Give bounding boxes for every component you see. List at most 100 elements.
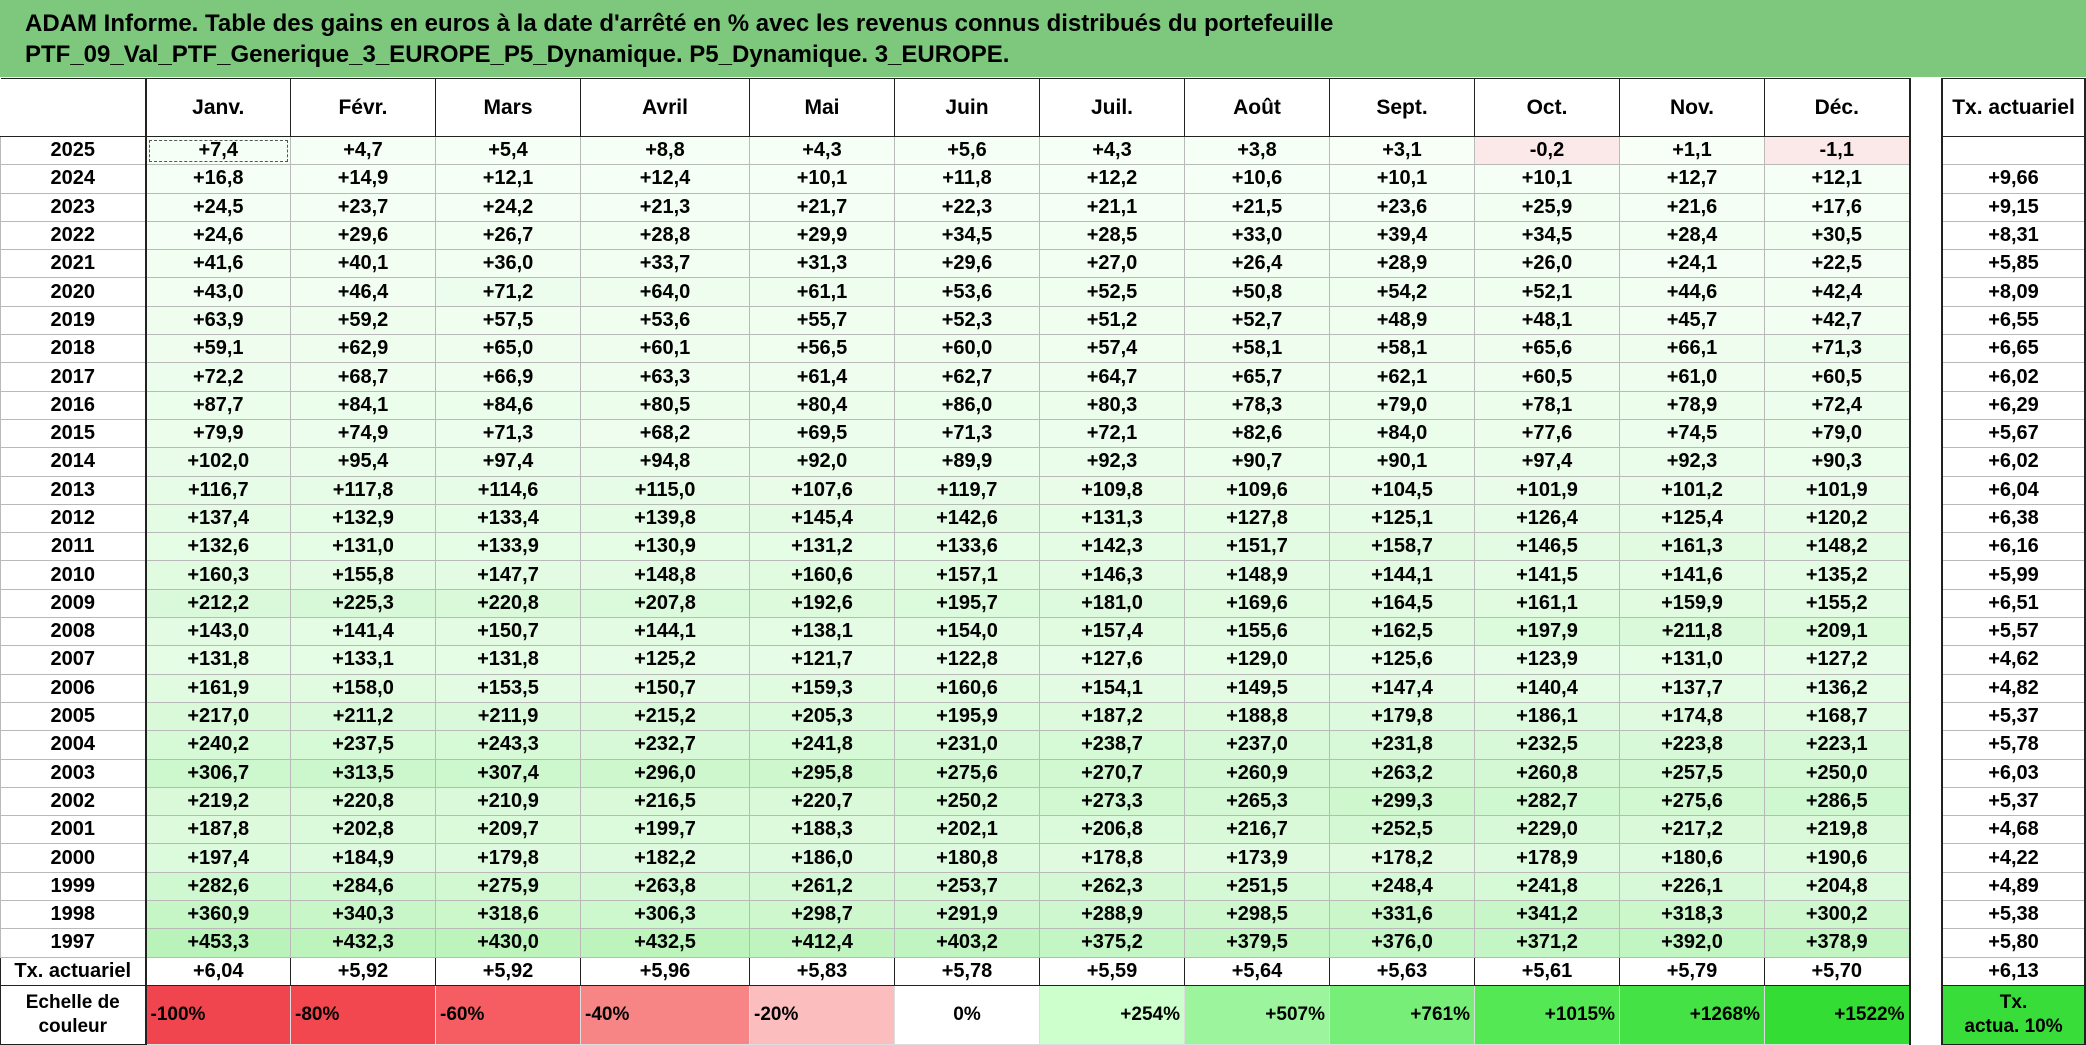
side-header: Tx. actuariel — [1941, 78, 2086, 137]
side-row: +4,82 — [1941, 673, 2086, 703]
side-row: +6,04 — [1941, 475, 2086, 505]
month-header: Oct. — [1474, 78, 1620, 137]
gain-cell: +306,3 — [580, 900, 750, 930]
gain-cell: +12,1 — [435, 164, 581, 194]
table-row: 2014 +102,0 +95,4 +97,4 +94,8 +92,0 +89,9 +92,3… — [0, 447, 1911, 477]
gain-cell: -0,2 — [1474, 135, 1620, 166]
gain-cell: +299,3 — [1329, 786, 1475, 817]
gain-cell: +72,4 — [1764, 390, 1911, 420]
gain-cell: +89,9 — [894, 447, 1040, 477]
gain-cell: +74,9 — [290, 418, 436, 449]
gain-cell: +286,5 — [1764, 786, 1911, 817]
gain-cell: +209,1 — [1764, 617, 1911, 647]
gain-cell: +129,0 — [1184, 645, 1330, 675]
year-label: 2019 — [0, 305, 146, 336]
gain-cell: +62,9 — [290, 334, 436, 364]
gain-cell: +217,0 — [144, 701, 291, 732]
side-row: +6,02 — [1941, 362, 2086, 392]
month-header: Janv. — [144, 78, 291, 137]
gain-cell: +4,3 — [749, 135, 895, 166]
gain-cell: +291,9 — [894, 900, 1040, 930]
actuarial-rate-cell: +5,38 — [1941, 900, 2086, 930]
gain-cell: +223,1 — [1764, 730, 1911, 760]
gain-cell: +27,0 — [1039, 249, 1185, 279]
gain-cell: +298,7 — [749, 900, 895, 930]
gain-cell: +65,6 — [1474, 334, 1620, 364]
gain-cell: +161,3 — [1619, 532, 1765, 562]
gain-cell: +141,4 — [290, 617, 436, 647]
gain-cell: +71,3 — [894, 418, 1040, 449]
gain-cell: +80,4 — [749, 390, 895, 420]
year-label: 2002 — [0, 786, 146, 817]
footer-rate-cell: +5,64 — [1184, 956, 1330, 986]
gain-cell: +131,0 — [290, 532, 436, 562]
color-scale-swatch: +254% — [1039, 984, 1185, 1045]
gain-cell: +195,7 — [894, 588, 1040, 619]
gain-cell: +42,7 — [1764, 305, 1911, 336]
gain-cell: +101,9 — [1474, 475, 1620, 505]
gain-cell: +432,3 — [290, 928, 436, 958]
table-row: 2008 +143,0 +141,4 +150,7 +144,1 +138,1 +154,0… — [0, 617, 1911, 647]
gain-cell: +131,0 — [1619, 645, 1765, 675]
table-row: 2005 +217,0 +211,2 +211,9 +215,2 +205,3 +195,9… — [0, 701, 1911, 732]
gain-cell: +46,4 — [290, 277, 436, 307]
year-label: 2021 — [0, 249, 146, 279]
side-row: +5,37 — [1941, 786, 2086, 817]
gain-cell: +379,5 — [1184, 928, 1330, 958]
year-label: 2003 — [0, 758, 146, 788]
gain-cell: +202,8 — [290, 815, 436, 845]
gain-cell: +168,7 — [1764, 701, 1911, 732]
side-row: +6,65 — [1941, 334, 2086, 364]
gain-cell: +217,2 — [1619, 815, 1765, 845]
side-row: +5,85 — [1941, 249, 2086, 279]
actuarial-rate-cell: +4,82 — [1941, 673, 2086, 703]
gain-cell: +117,8 — [290, 475, 436, 505]
actuarial-rate-cell: +8,31 — [1941, 220, 2086, 251]
gain-cell: +226,1 — [1619, 871, 1765, 902]
gain-cell: +180,6 — [1619, 843, 1765, 873]
gain-cell: +265,3 — [1184, 786, 1330, 817]
gain-cell: +28,4 — [1619, 220, 1765, 251]
side-row: +6,03 — [1941, 758, 2086, 788]
gain-cell: +210,9 — [435, 786, 581, 817]
gain-cell: +174,8 — [1619, 701, 1765, 732]
gain-cell: +57,5 — [435, 305, 581, 336]
gain-cell: +178,8 — [1039, 843, 1185, 873]
footer-rate-cell: +5,61 — [1474, 956, 1620, 986]
gain-cell: +180,8 — [894, 843, 1040, 873]
gain-cell: +107,6 — [749, 475, 895, 505]
actuarial-rate-cell: +5,67 — [1941, 418, 2086, 449]
gain-cell: +59,2 — [290, 305, 436, 336]
gain-cell: +161,9 — [144, 673, 291, 703]
gain-cell: +360,9 — [144, 900, 291, 930]
gain-cell: +122,8 — [894, 645, 1040, 675]
gain-cell: +10,1 — [749, 164, 895, 194]
gain-cell: +199,7 — [580, 815, 750, 845]
gain-cell: +10,6 — [1184, 164, 1330, 194]
gain-cell: +62,1 — [1329, 362, 1475, 392]
gain-cell: +371,2 — [1474, 928, 1620, 958]
year-label: 1998 — [0, 900, 146, 930]
gain-cell: +141,5 — [1474, 560, 1620, 590]
side-row: +6,29 — [1941, 390, 2086, 420]
table-row: 1999 +282,6 +284,6 +275,9 +263,8 +261,2 +253,7… — [0, 871, 1911, 902]
gain-cell: +24,5 — [144, 192, 291, 222]
gain-cell: +375,2 — [1039, 928, 1185, 958]
gain-cell: +29,6 — [290, 220, 436, 251]
gain-cell: +127,8 — [1184, 503, 1330, 534]
table-row: 2001 +187,8 +202,8 +209,7 +199,7 +188,3 +202,1… — [0, 815, 1911, 845]
gain-cell: +154,1 — [1039, 673, 1185, 703]
color-scale-swatch: -20% — [749, 984, 895, 1045]
gain-cell: +223,8 — [1619, 730, 1765, 760]
gain-cell: +159,9 — [1619, 588, 1765, 619]
actuarial-rate-cell: +5,99 — [1941, 560, 2086, 590]
gain-cell: +68,2 — [580, 418, 750, 449]
actuarial-rate-cell: +6,55 — [1941, 305, 2086, 336]
gain-cell: +40,1 — [290, 249, 436, 279]
actuarial-rate-cell: +5,78 — [1941, 730, 2086, 760]
gain-cell: +101,9 — [1764, 475, 1911, 505]
gain-cell: +53,6 — [580, 305, 750, 336]
gain-cell: +60,5 — [1764, 362, 1911, 392]
actuarial-rate-cell: +6,04 — [1941, 475, 2086, 505]
gain-cell: +12,2 — [1039, 164, 1185, 194]
